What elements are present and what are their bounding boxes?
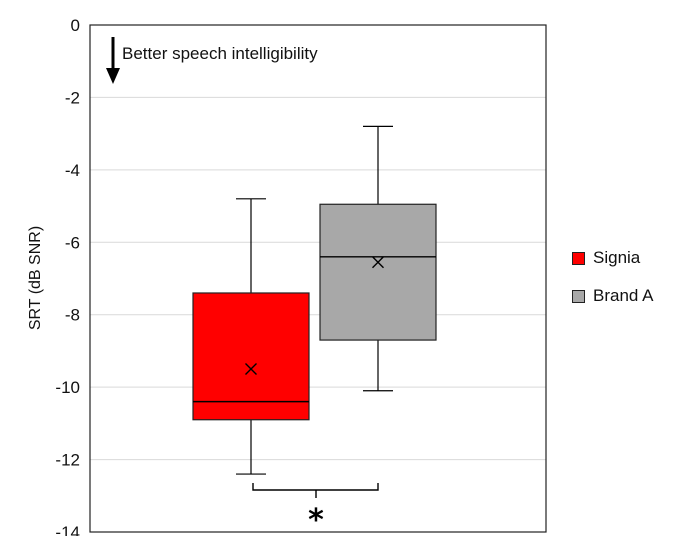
annotation-text: Better speech intelligibility (122, 44, 318, 63)
legend: Signia Brand A (572, 247, 654, 323)
direction-arrow-icon (106, 37, 120, 84)
y-tick-label: -4 (65, 161, 80, 180)
y-axis-title: SRT (dB SNR) (27, 226, 44, 330)
legend-item-brand-a: Brand A (572, 285, 654, 307)
gridlines (90, 96, 546, 461)
y-tick-label: -2 (65, 88, 80, 107)
plot-frame (89, 24, 547, 533)
legend-label-signia: Signia (593, 248, 641, 267)
boxes (192, 125, 437, 475)
legend-item-signia: Signia (572, 247, 654, 269)
legend-label-brand-a: Brand A (593, 286, 654, 305)
significance-marker: * (308, 503, 324, 536)
significance-bracket (252, 483, 379, 498)
box-body (319, 203, 437, 341)
y-tick-label: 0 (71, 16, 80, 35)
y-tick-label: -10 (55, 378, 80, 397)
box-signia (192, 198, 310, 475)
y-tick-label: -12 (55, 451, 80, 470)
y-axis-ticks: 0 -2 -4 -6 -8 -10 -12 -14 (55, 16, 80, 536)
box-body (192, 292, 310, 421)
y-tick-label: -6 (65, 233, 80, 252)
y-tick-label: -14 (55, 523, 80, 536)
legend-swatch-signia (572, 251, 585, 265)
mean-marker (372, 256, 384, 269)
box-brand-a (319, 125, 437, 392)
y-tick-label: -8 (65, 306, 80, 325)
legend-swatch-brand-a (572, 289, 585, 303)
mean-marker (245, 363, 257, 376)
